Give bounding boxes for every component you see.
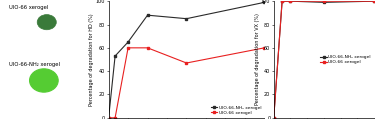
UIO-66 xerogel: [322, 0, 326, 2]
UIO-66-NH₂ xerogel: [126, 41, 130, 43]
Line: UIO-66 xerogel: UIO-66 xerogel: [273, 0, 376, 119]
UIO-66-NH₂ xerogel: [145, 15, 150, 16]
UIO-66-NH₂ xerogel: [262, 2, 266, 3]
Ellipse shape: [37, 15, 56, 30]
Line: UIO-66-NH₂ xerogel: UIO-66-NH₂ xerogel: [107, 1, 266, 119]
UIO-66 xerogel: [262, 47, 266, 49]
UIO-66 xerogel: [106, 117, 111, 119]
Text: UIO-66 xerogel: UIO-66 xerogel: [9, 5, 48, 10]
UIO-66-NH₂ xerogel: [271, 117, 276, 119]
UIO-66 xerogel: [145, 47, 150, 49]
Y-axis label: Percentage of degradation for VX (%): Percentage of degradation for VX (%): [254, 14, 260, 105]
Legend: UIO-66-NH₂ xerogel, UIO-66 xerogel: UIO-66-NH₂ xerogel, UIO-66 xerogel: [210, 105, 262, 116]
UIO-66-NH₂ xerogel: [113, 55, 118, 57]
UIO-66-NH₂ xerogel: [372, 0, 376, 2]
UIO-66 xerogel: [280, 0, 284, 2]
Line: UIO-66 xerogel: UIO-66 xerogel: [107, 46, 266, 119]
Text: UIO-66-NH₂ xerogel: UIO-66-NH₂ xerogel: [9, 62, 60, 67]
Legend: UIO-66-NH₂ xerogel, UIO-66 xerogel: UIO-66-NH₂ xerogel, UIO-66 xerogel: [319, 54, 372, 65]
UIO-66 xerogel: [113, 117, 118, 119]
Line: UIO-66-NH₂ xerogel: UIO-66-NH₂ xerogel: [273, 0, 376, 119]
UIO-66-NH₂ xerogel: [280, 0, 284, 2]
Ellipse shape: [29, 69, 58, 92]
UIO-66 xerogel: [184, 62, 189, 64]
UIO-66-NH₂ xerogel: [288, 0, 293, 2]
UIO-66-NH₂ xerogel: [322, 2, 326, 3]
UIO-66-NH₂ xerogel: [106, 117, 111, 119]
UIO-66 xerogel: [372, 0, 376, 2]
UIO-66 xerogel: [126, 47, 130, 49]
UIO-66-NH₂ xerogel: [184, 18, 189, 19]
UIO-66 xerogel: [288, 0, 293, 2]
UIO-66 xerogel: [271, 117, 276, 119]
Y-axis label: Percentage of degradation for HD (%): Percentage of degradation for HD (%): [89, 13, 94, 106]
